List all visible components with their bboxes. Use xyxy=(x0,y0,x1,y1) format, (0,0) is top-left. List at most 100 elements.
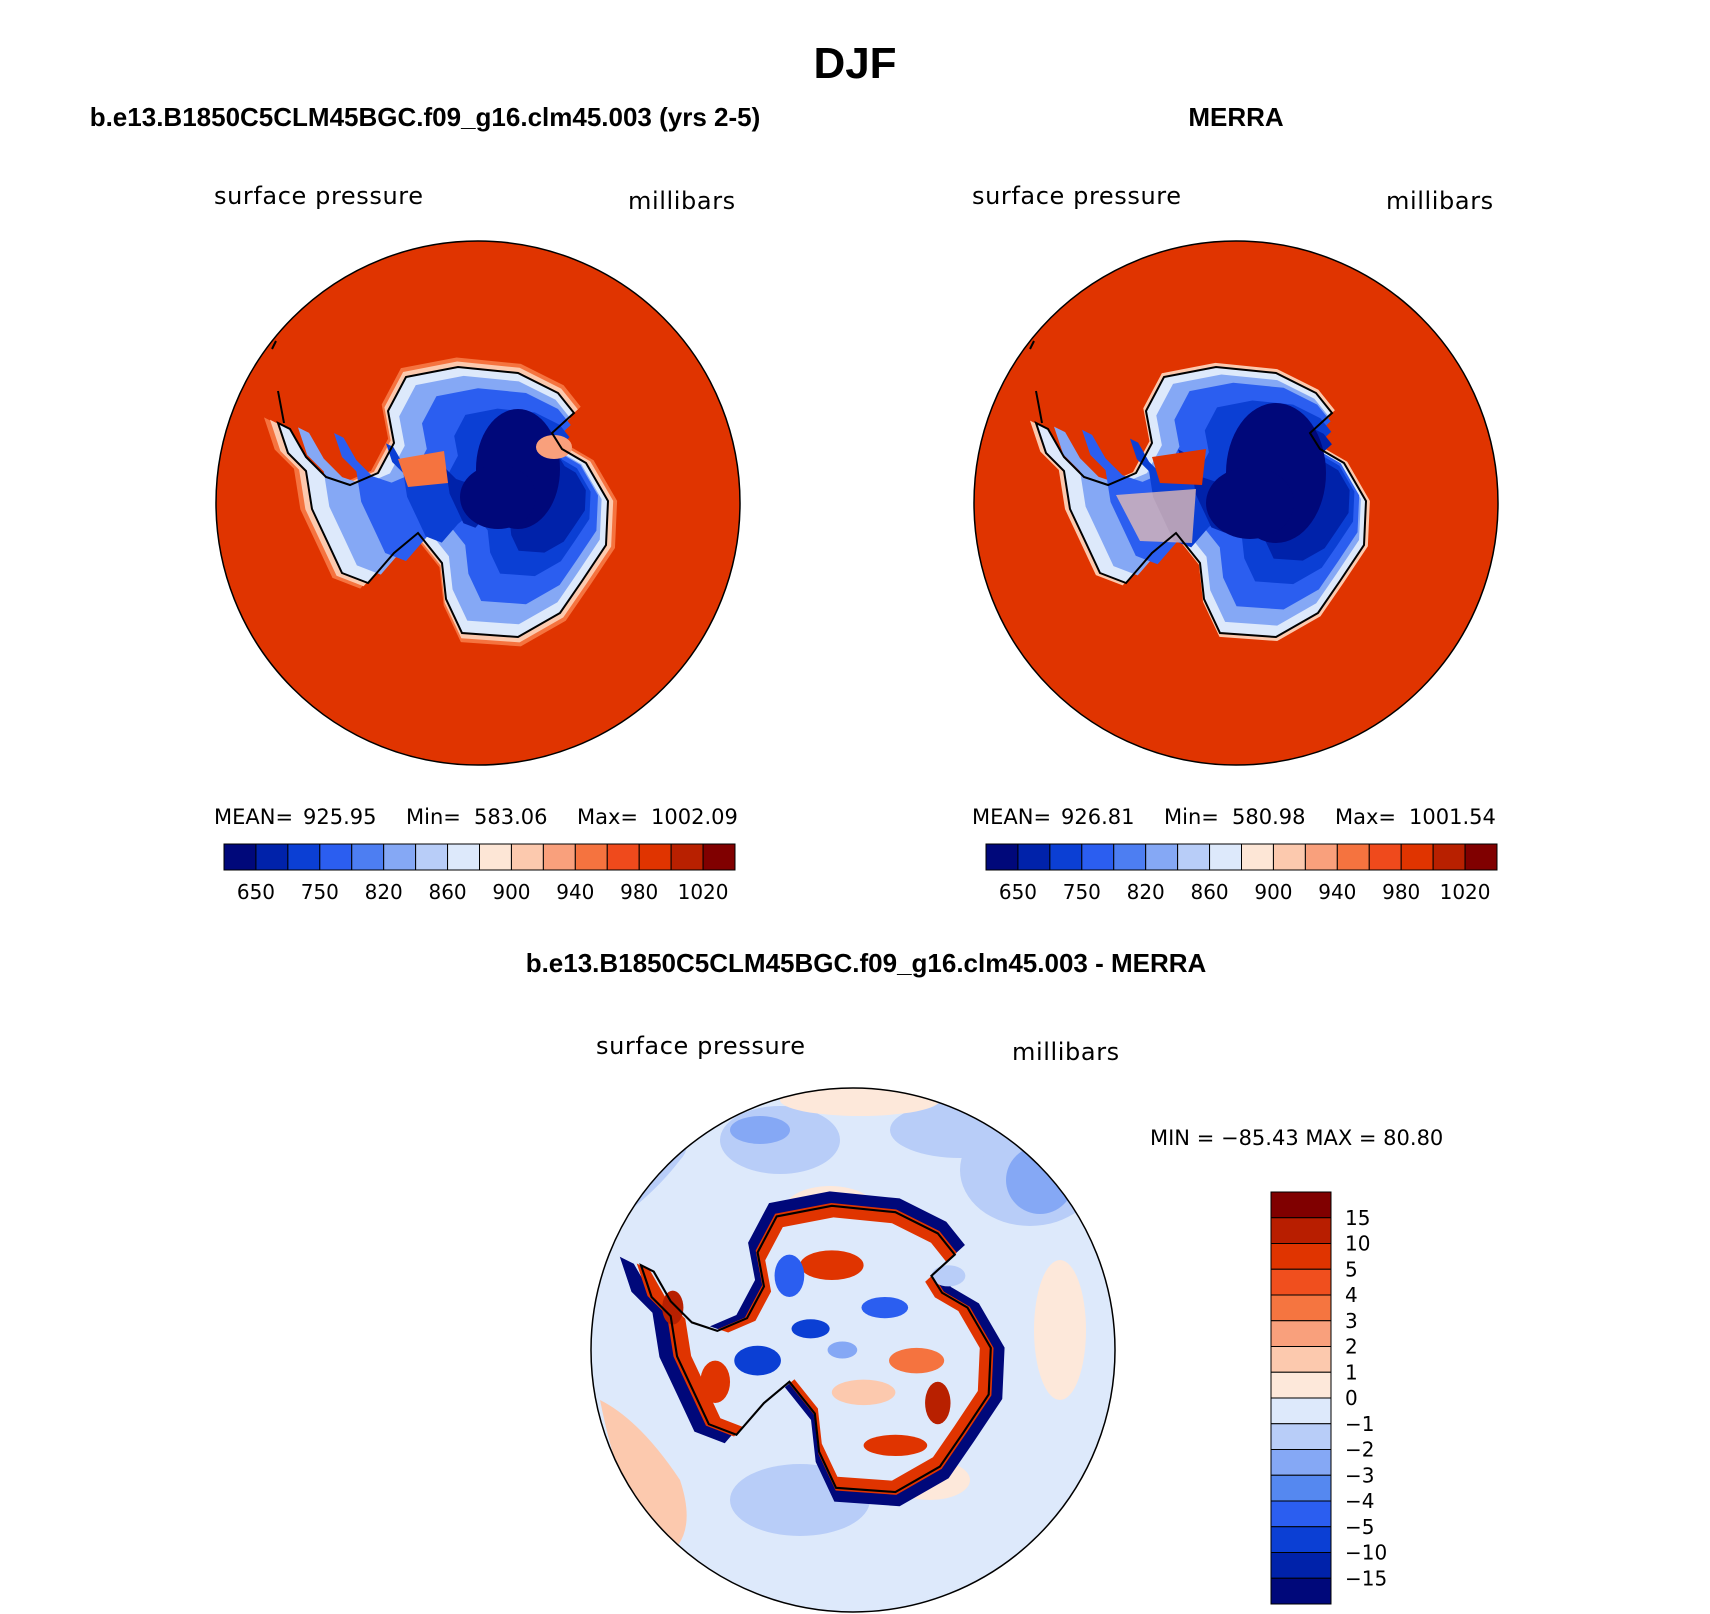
model-colorbar-tick-label: 820 xyxy=(365,880,403,904)
obs-colorbar-swatch xyxy=(1464,843,1498,871)
obs-colorbar-swatch xyxy=(1113,843,1147,871)
panel-model-colorbar: 650 750 820 860 900 940 980 1020 xyxy=(223,843,736,904)
model-colorbar-tick-label: 900 xyxy=(492,880,530,904)
panel-diff-units: millibars xyxy=(1012,1038,1120,1066)
model-colorbar-tick-label: 1020 xyxy=(678,880,729,904)
obs-colorbar-tick-label: 980 xyxy=(1382,880,1420,904)
panel-diff-map xyxy=(591,1088,1115,1612)
panel-model-map xyxy=(216,241,740,765)
model-colorbar-swatch xyxy=(319,843,353,871)
panel-model: b.e13.B1850C5CLM45BGC.f09_g16.clm45.003 … xyxy=(90,102,761,904)
panel-obs-stats: MEAN= 926.81 Min= 580.98 Max= 1001.54 xyxy=(972,805,1496,829)
model-colorbar-swatch xyxy=(606,843,640,871)
obs-colorbar-swatch xyxy=(1368,843,1402,871)
diff-colorbar-tick-label: 1 xyxy=(1345,1360,1358,1384)
model-colorbar-swatch xyxy=(223,843,257,871)
diff-colorbar-tick-label: 10 xyxy=(1345,1232,1370,1256)
model-colorbar-tick-label: 650 xyxy=(237,880,275,904)
obs-colorbar-swatch xyxy=(1272,843,1306,871)
model-colorbar-swatch xyxy=(702,843,736,871)
obs-colorbar-tick-label: 750 xyxy=(1063,880,1101,904)
obs-max-value: 1001.54 xyxy=(1409,805,1496,829)
diff-colorbar-tick-label: 2 xyxy=(1345,1335,1358,1359)
diff-colorbar-tick-label: −5 xyxy=(1345,1515,1374,1539)
obs-colorbar-swatch xyxy=(1145,843,1179,871)
model-colorbar-swatch xyxy=(574,843,608,871)
model-colorbar-swatch xyxy=(638,843,672,871)
diff-colorbar-swatch xyxy=(1270,1526,1332,1553)
diff-colorbar-tick-label: −4 xyxy=(1345,1489,1374,1513)
model-colorbar-swatch xyxy=(351,843,385,871)
model-max-value: 1002.09 xyxy=(651,805,738,829)
model-colorbar-swatch xyxy=(287,843,321,871)
panel-model-units: millibars xyxy=(628,187,736,215)
panel-obs: MERRA surface pressure millibars xyxy=(972,102,1499,904)
diff-colorbar-tick-label: 15 xyxy=(1345,1206,1370,1230)
obs-min-value: 580.98 xyxy=(1232,805,1305,829)
obs-colorbar-tick-label: 1020 xyxy=(1440,880,1491,904)
obs-colorbar-swatch xyxy=(985,843,1019,871)
model-colorbar-tick-label: 940 xyxy=(556,880,594,904)
diff-colorbar-swatch xyxy=(1270,1243,1332,1270)
model-colorbar-tick-label: 750 xyxy=(301,880,339,904)
obs-mean-value: 926.81 xyxy=(1061,805,1134,829)
obs-colorbar-tick-label: 940 xyxy=(1318,880,1356,904)
obs-colorbar-swatch xyxy=(1400,843,1434,871)
diff-colorbar-swatch xyxy=(1270,1320,1332,1347)
obs-colorbar-tick-label: 650 xyxy=(999,880,1037,904)
diff-colorbar-swatch xyxy=(1270,1268,1332,1296)
panel-obs-variable: surface pressure xyxy=(972,182,1182,210)
panel-obs-units: millibars xyxy=(1386,187,1494,215)
figure-title: DJF xyxy=(813,39,896,88)
diff-colorbar-swatch xyxy=(1270,1346,1332,1373)
diff-colorbar-swatch xyxy=(1270,1474,1332,1502)
obs-colorbar-tick-label: 860 xyxy=(1190,880,1228,904)
model-colorbar-swatch xyxy=(479,843,512,871)
diff-colorbar-tick-label: 0 xyxy=(1345,1386,1358,1410)
obs-colorbar-swatch xyxy=(1177,843,1211,871)
obs-colorbar-swatch xyxy=(1209,843,1242,871)
panel-model-variable: surface pressure xyxy=(214,182,424,210)
diff-colorbar-tick-label: −3 xyxy=(1345,1463,1374,1487)
panel-obs-map xyxy=(974,241,1498,765)
panel-diff-heading: b.e13.B1850C5CLM45BGC.f09_g16.clm45.003 … xyxy=(526,948,1207,978)
obs-min-label: Min= xyxy=(1164,805,1219,829)
diff-colorbar-tick-label: −2 xyxy=(1345,1438,1374,1462)
model-colorbar-swatch xyxy=(255,843,289,871)
diff-colorbar-swatch xyxy=(1270,1397,1332,1425)
diff-colorbar-tick-label: −10 xyxy=(1345,1541,1387,1565)
diff-colorbar-swatch xyxy=(1270,1423,1332,1450)
model-min-value: 583.06 xyxy=(474,805,547,829)
obs-colorbar-swatch xyxy=(1017,843,1051,871)
diff-colorbar-tick-label: −1 xyxy=(1345,1412,1374,1436)
obs-mean-label: MEAN= xyxy=(972,805,1051,829)
model-colorbar-swatch xyxy=(447,843,480,871)
diff-colorbar-swatch xyxy=(1270,1191,1332,1219)
obs-colorbar-swatch xyxy=(1241,843,1274,871)
panel-diff-variable: surface pressure xyxy=(596,1032,806,1060)
diff-colorbar-swatch xyxy=(1270,1294,1332,1322)
model-colorbar-tick-label: 980 xyxy=(620,880,658,904)
model-colorbar-swatch xyxy=(510,843,544,871)
diff-colorbar-tick-label: 3 xyxy=(1345,1309,1358,1333)
diff-colorbar-swatch xyxy=(1270,1577,1332,1605)
obs-colorbar-swatch xyxy=(1432,843,1466,871)
obs-colorbar-swatch xyxy=(1081,843,1115,871)
model-colorbar-swatch xyxy=(383,843,417,871)
model-colorbar-tick-label: 860 xyxy=(428,880,466,904)
panel-model-stats: MEAN= 925.95 Min= 583.06 Max= 1002.09 xyxy=(214,805,738,829)
model-mean-value: 925.95 xyxy=(303,805,376,829)
model-min-label: Min= xyxy=(406,805,461,829)
diff-colorbar-tick-label: 4 xyxy=(1345,1283,1358,1307)
model-colorbar-swatch xyxy=(415,843,449,871)
obs-colorbar-swatch xyxy=(1049,843,1083,871)
diff-colorbar-swatch xyxy=(1270,1500,1332,1528)
diff-colorbar-swatch xyxy=(1270,1449,1332,1476)
model-mean-label: MEAN= xyxy=(214,805,293,829)
panel-diff: b.e13.B1850C5CLM45BGC.f09_g16.clm45.003 … xyxy=(526,948,1443,1613)
model-max-label: Max= xyxy=(577,805,638,829)
model-colorbar-swatch xyxy=(542,843,576,871)
diff-colorbar-swatch xyxy=(1270,1552,1332,1579)
